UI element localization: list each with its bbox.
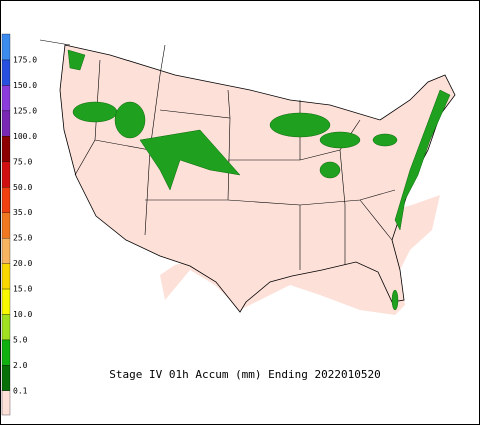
- legend-label: 35.0: [13, 208, 32, 217]
- legend-swatch: [1, 212, 11, 239]
- legend-label: 175.0: [13, 56, 37, 65]
- legend-label: 15.0: [13, 285, 32, 294]
- legend-label: 125.0: [13, 106, 37, 115]
- title: Stage IV 01h Accum (mm) Ending 202201052…: [109, 368, 381, 381]
- legend-swatch: [1, 237, 11, 264]
- legend-label: 75.0: [13, 157, 32, 166]
- map: [39, 39, 456, 315]
- precip-areas: [67, 49, 451, 311]
- legend-label: 100.0: [13, 132, 37, 141]
- legend-label: 0.1: [13, 386, 28, 395]
- legend: 175.0 150.0 125.0 100.0 75.0 50.0 35.0 25.0 20.0…: [1, 33, 37, 416]
- legend-swatch: [1, 110, 11, 137]
- legend-swatch: [1, 314, 11, 341]
- legend-swatch: [1, 339, 11, 366]
- legend-swatch: [1, 263, 11, 290]
- legend-swatch: [1, 33, 11, 61]
- legend-swatch: [1, 136, 11, 162]
- legend-swatch: [1, 288, 11, 315]
- legend-label: 5.0: [13, 335, 28, 344]
- legend-label: 25.0: [13, 234, 32, 243]
- legend-label: 10.0: [13, 310, 32, 319]
- legend-swatch: [1, 390, 11, 416]
- conus: [59, 44, 456, 313]
- legend-label: 20.0: [13, 259, 32, 268]
- legend-swatch: [1, 187, 11, 213]
- legend-swatch: [1, 59, 11, 86]
- legend-swatch: [1, 365, 11, 391]
- legend-swatch: [1, 161, 11, 188]
- legend-swatch: [1, 85, 11, 112]
- legend-label: 50.0: [13, 183, 32, 192]
- legend-label: 2.0: [13, 361, 28, 370]
- legend-label: 150.0: [13, 81, 37, 90]
